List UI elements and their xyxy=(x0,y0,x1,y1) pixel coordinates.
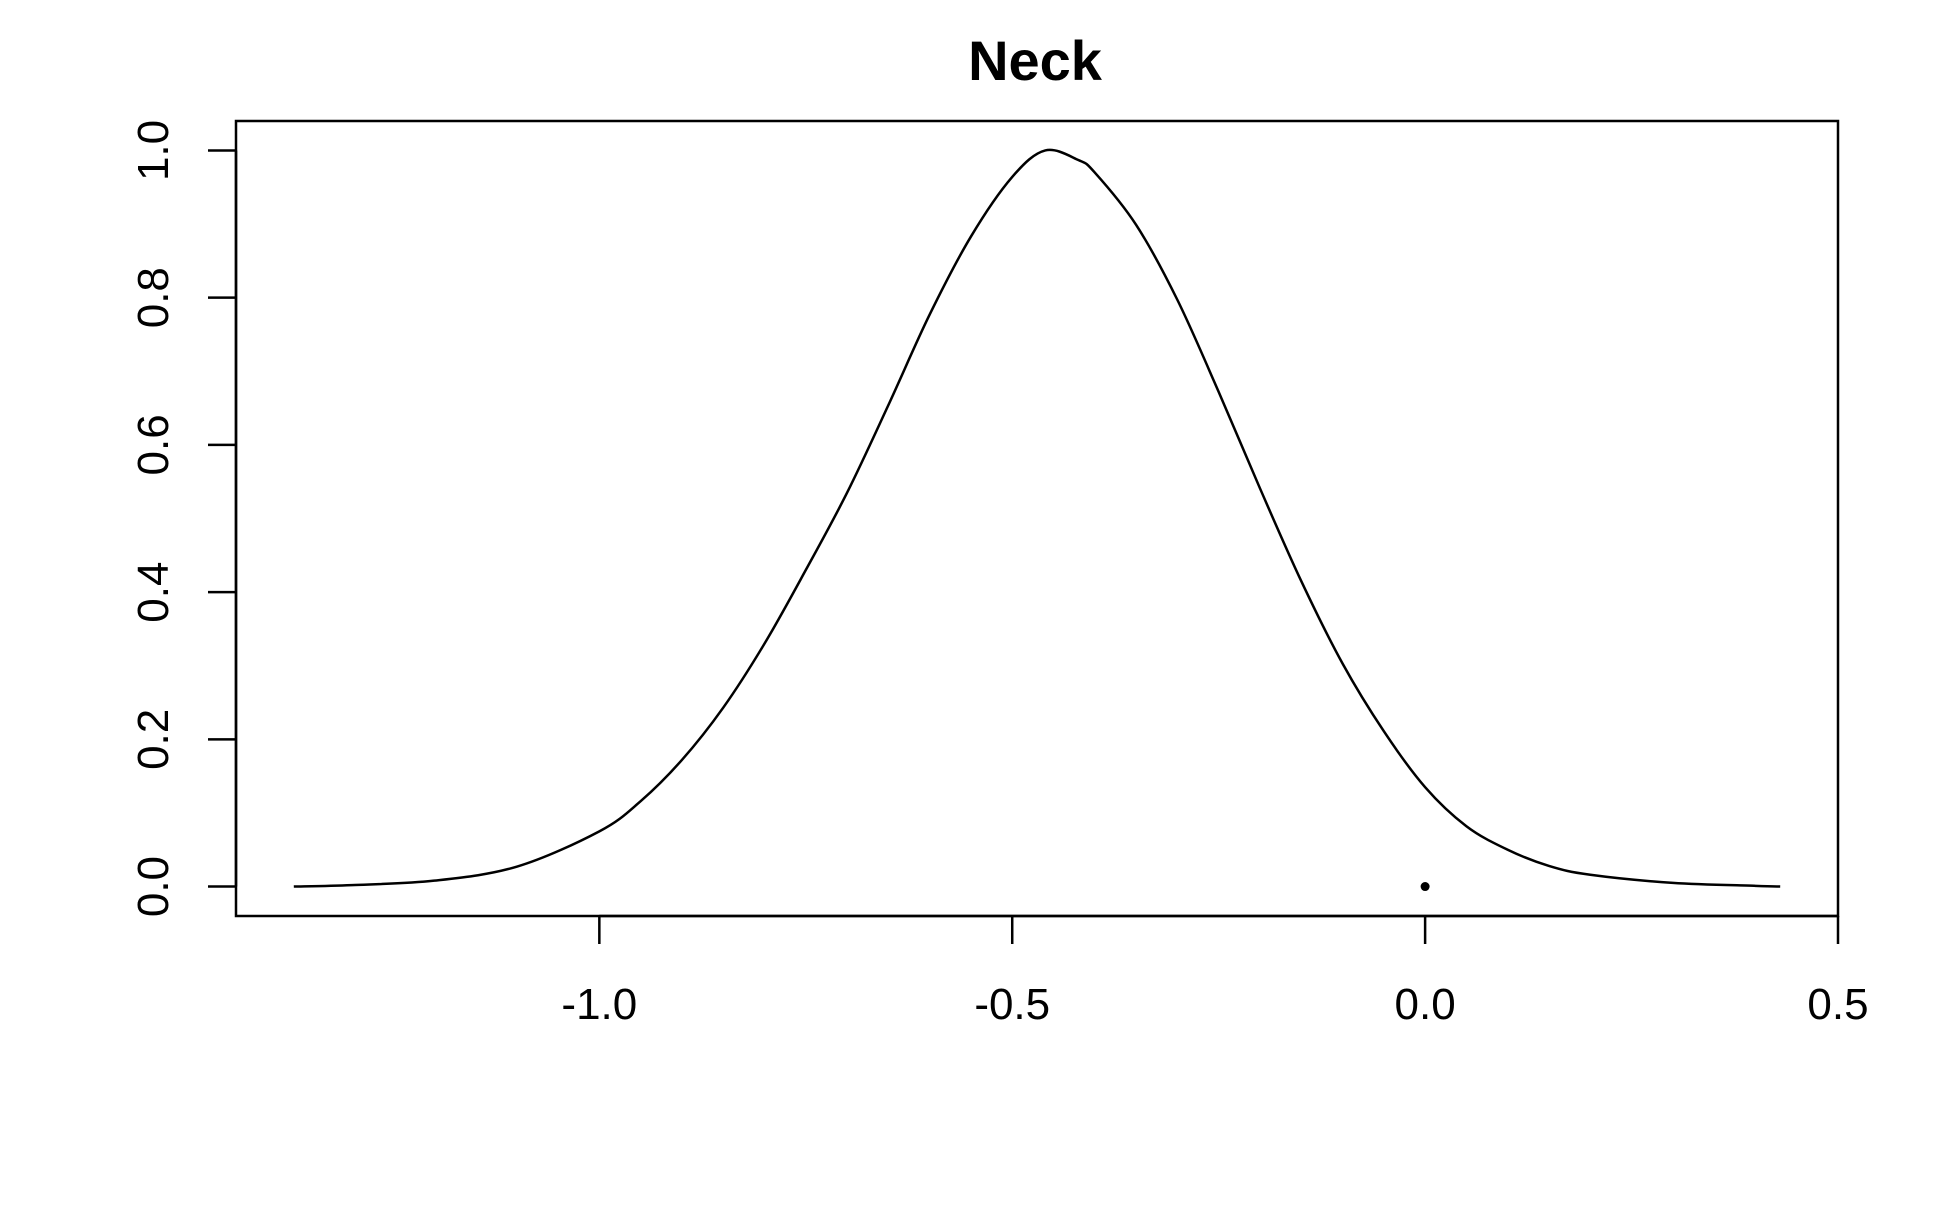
data-point xyxy=(1420,882,1430,892)
density-line xyxy=(293,148,1781,888)
series-group xyxy=(293,148,1781,892)
plot-frame xyxy=(234,119,1840,918)
y-tick-label: 0.2 xyxy=(129,709,178,770)
x-tick-label: 0.5 xyxy=(1807,980,1868,1029)
chart-title: Neck xyxy=(968,29,1103,92)
y-tick-label: 0.8 xyxy=(129,267,178,328)
y-tick-label: 0.6 xyxy=(129,414,178,475)
x-tick-label: -1.0 xyxy=(561,980,637,1029)
x-axis: -1.0 -0.5 0.0 0.5 xyxy=(561,914,1869,1029)
y-tick-label: 1.0 xyxy=(129,120,178,181)
y-tick-label: 0.0 xyxy=(129,856,178,917)
y-axis: 0.0 0.2 0.4 0.6 0.8 1.0 xyxy=(129,120,238,917)
y-tick-label: 0.4 xyxy=(129,562,178,623)
x-tick-label: -0.5 xyxy=(974,980,1050,1029)
x-tick-label: 0.0 xyxy=(1395,980,1456,1029)
